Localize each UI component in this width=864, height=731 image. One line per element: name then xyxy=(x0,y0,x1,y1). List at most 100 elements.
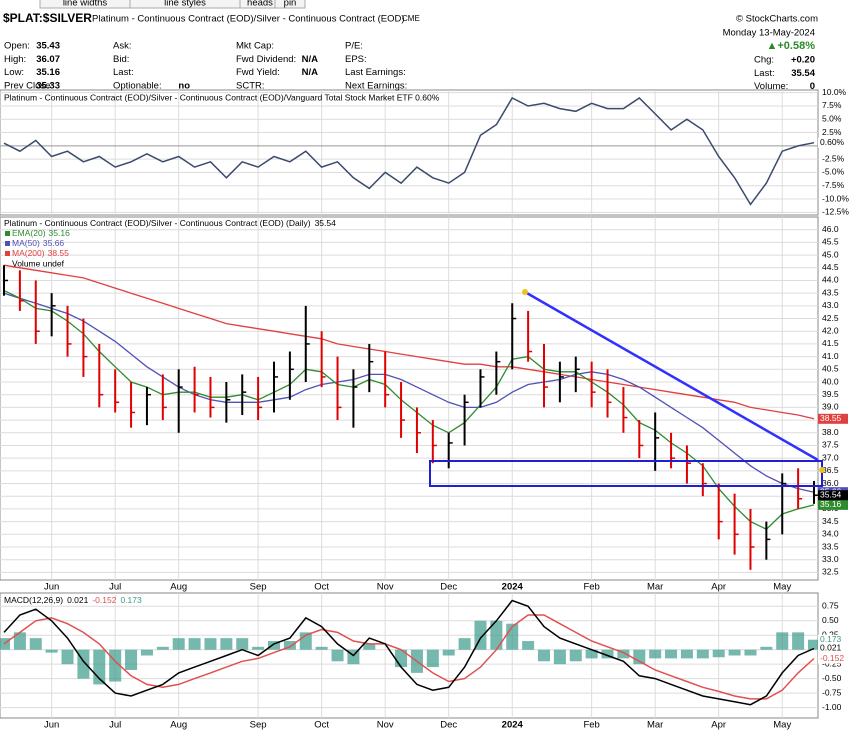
legend-entry: MA(50) 35.66 xyxy=(12,238,64,248)
histogram-bar xyxy=(426,649,439,668)
quote-value: 35.54 xyxy=(791,68,815,79)
quote-label: Last: xyxy=(113,67,134,78)
y-tick-label: 42.5 xyxy=(822,313,839,323)
x-tick-label: Mar xyxy=(647,720,663,731)
x-tick-label: Oct xyxy=(314,582,329,593)
histogram-bar xyxy=(553,649,566,665)
histogram-bar xyxy=(744,649,757,656)
x-tick-label: Jul xyxy=(109,582,121,593)
legend-part: 35.54 xyxy=(315,218,337,228)
panel-title: MACD(12,26,9) 0.021 -0.152 0.173 xyxy=(4,595,142,605)
quote-value: N/A xyxy=(302,67,319,78)
y-tick-label: 5.0% xyxy=(822,114,842,124)
histogram-bar xyxy=(649,649,662,659)
histogram-bar xyxy=(220,638,233,650)
y-tick-label: 40.0 xyxy=(822,376,839,386)
quote-label: Volume: xyxy=(754,81,788,92)
y-tick-label: 39.0 xyxy=(822,402,839,412)
histogram-bar xyxy=(458,638,471,650)
quote-value: N/A xyxy=(302,54,319,65)
quote-label: Bid: xyxy=(113,54,129,65)
histogram-bar xyxy=(172,638,185,650)
quote-label: Fwd Yield: xyxy=(236,67,280,78)
value-tag-label: -0.152 xyxy=(820,653,844,663)
toolbar-button[interactable] xyxy=(274,0,306,9)
x-tick-label: Feb xyxy=(583,720,599,731)
y-tick-label: 36.5 xyxy=(822,465,839,475)
histogram-bar xyxy=(665,649,678,659)
histogram-bar xyxy=(538,649,550,662)
quote-label: Open: xyxy=(4,41,30,52)
histogram-bar xyxy=(696,649,709,659)
annotations xyxy=(429,289,825,487)
x-tick-label: Jun xyxy=(44,582,59,593)
legend-swatch xyxy=(5,231,10,236)
y-tick-label: 37.0 xyxy=(822,452,839,462)
series-line xyxy=(3,292,815,493)
value-tag-label: 0.60% xyxy=(820,137,845,147)
histogram-bar xyxy=(776,632,789,650)
value-tag-label: 35.54 xyxy=(820,489,842,499)
price-panel xyxy=(0,216,819,581)
histogram-bar xyxy=(712,649,725,658)
y-tick-label: 43.5 xyxy=(822,287,839,297)
y-tick-label: 44.5 xyxy=(822,262,839,272)
y-tick-label: 33.0 xyxy=(822,554,839,564)
y-tick-label: 0.25 xyxy=(822,629,839,639)
x-tick-label: Mar xyxy=(647,582,663,593)
value-tag xyxy=(818,499,848,510)
histogram-bar xyxy=(252,646,265,650)
x-tick-label: Aug xyxy=(170,720,187,731)
quote-label: Fwd Dividend: xyxy=(236,54,296,65)
value-tag xyxy=(818,490,848,501)
quote-label: Last Earnings: xyxy=(345,67,406,78)
quote-label: High: xyxy=(4,54,26,65)
x-tick-label: Apr xyxy=(711,720,726,731)
histogram-bar xyxy=(315,646,328,650)
y-tick-label: 10.0% xyxy=(822,87,847,97)
value-tag-label: 35.16 xyxy=(820,499,842,509)
histogram-bar xyxy=(29,638,42,650)
quote-label: EPS: xyxy=(345,54,367,65)
y-tick-label: 36.0 xyxy=(822,478,839,488)
legend-part: 35.66 xyxy=(43,238,65,248)
y-tick-label: -7.5% xyxy=(822,180,845,190)
exchange: CME xyxy=(402,14,420,23)
x-tick-label: Dec xyxy=(440,720,457,731)
histogram-bar xyxy=(363,643,376,650)
histogram-bar xyxy=(522,641,535,650)
x-tick-label: Sep xyxy=(250,582,267,593)
x-tick-label: Oct xyxy=(314,720,329,731)
y-tick-label: 7.5% xyxy=(822,100,842,110)
histogram-bar xyxy=(61,649,74,665)
value-tag xyxy=(818,634,848,645)
range-box xyxy=(429,460,823,487)
quote-label: Low: xyxy=(4,67,24,78)
y-tick-label: 34.5 xyxy=(822,516,839,526)
value-tag xyxy=(818,137,848,148)
quote-value: +0.20 xyxy=(791,55,815,66)
legend-part: MA(50) xyxy=(12,238,40,248)
legend-swatch xyxy=(5,251,10,256)
quote-label: P/E: xyxy=(345,41,363,52)
histogram-bar xyxy=(792,632,805,650)
y-tick-label: 44.0 xyxy=(822,275,839,285)
legend-part: Platinum - Continuous Contract (EOD)/Sil… xyxy=(4,218,311,228)
toolbar: line widths line styles heads pin xyxy=(39,0,306,9)
y-tick-label: 32.5 xyxy=(822,567,839,577)
toolbar-label: pin xyxy=(284,0,297,9)
quote-label: Mkt Cap: xyxy=(236,41,274,52)
x-tick-label: May xyxy=(773,582,791,593)
y-tick-label: -0.50 xyxy=(822,673,842,683)
legend-part: MACD(12,26,9) xyxy=(4,595,63,605)
series-line xyxy=(3,264,815,420)
y-tick-label: -0.75 xyxy=(822,687,842,697)
handle xyxy=(819,467,825,473)
histogram-bar xyxy=(140,649,153,656)
histogram-bar xyxy=(601,649,614,659)
symbol: $PLAT:$SILVER xyxy=(3,11,92,25)
change-pct: ▲+0.58% xyxy=(766,40,815,52)
y-tick-label: 43.0 xyxy=(822,300,839,310)
y-tick-label: 45.0 xyxy=(822,249,839,259)
